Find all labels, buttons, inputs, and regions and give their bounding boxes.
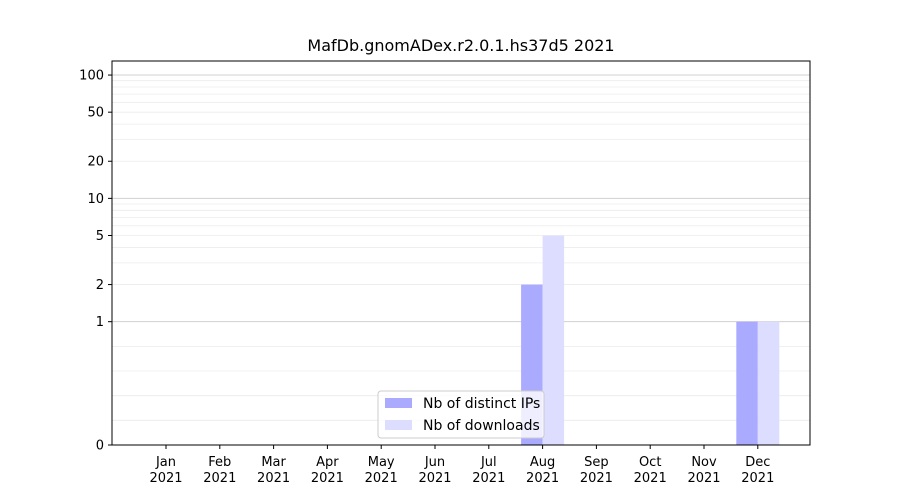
y-tick-label: 20	[87, 155, 104, 170]
x-tick-label-year: 2021	[472, 471, 505, 486]
bar-distinct-ips-dec	[736, 321, 758, 445]
x-tick-label-year: 2021	[418, 471, 451, 486]
y-tick-label: 1	[96, 315, 104, 330]
x-tick-label-month: Feb	[208, 455, 231, 470]
chart-title: MafDb.gnomADex.r2.0.1.hs37d5 2021	[307, 36, 614, 55]
bar-downloads-aug	[542, 235, 565, 445]
x-tick-label-month: Sep	[584, 455, 609, 470]
x-tick-label-year: 2021	[257, 471, 290, 486]
legend-label-downloads: Nb of downloads	[423, 418, 540, 434]
x-tick-label-year: 2021	[741, 471, 774, 486]
legend-swatch-distinct-ips	[385, 398, 412, 408]
y-tick-label: 2	[96, 278, 104, 293]
x-axis: Jan2021Feb2021Mar2021Apr2021May2021Jun20…	[149, 445, 774, 486]
grid-lines	[112, 74, 810, 421]
x-tick-label-month: Mar	[261, 455, 286, 470]
legend-label-distinct-ips: Nb of distinct IPs	[423, 396, 540, 412]
plot-frame	[111, 60, 811, 446]
x-tick-label-year: 2021	[149, 471, 182, 486]
x-tick-label-year: 2021	[526, 471, 559, 486]
x-tick-label-month: May	[368, 455, 395, 470]
x-tick-label-year: 2021	[311, 471, 344, 486]
y-tick-label: 10	[87, 192, 104, 207]
x-tick-label-month: Dec	[745, 455, 770, 470]
x-tick-label-year: 2021	[580, 471, 613, 486]
x-tick-label-month: Jul	[480, 455, 497, 470]
y-tick-label: 50	[87, 106, 104, 121]
bar-downloads-dec	[757, 321, 780, 445]
x-tick-label-month: Nov	[691, 455, 717, 470]
x-tick-label-year: 2021	[687, 471, 720, 486]
legend-swatch-downloads	[385, 420, 412, 430]
x-tick-label-month: Apr	[316, 455, 339, 470]
x-tick-label-month: Oct	[639, 455, 661, 470]
x-tick-label-year: 2021	[634, 471, 667, 486]
x-tick-label-month: Jun	[424, 455, 445, 470]
y-axis: 0 1 2 5 10 20 50 100	[79, 69, 112, 454]
y-tick-label: 0	[96, 439, 104, 454]
y-tick-label: 5	[96, 229, 104, 244]
bars	[521, 235, 780, 445]
x-tick-label-year: 2021	[203, 471, 236, 486]
legend-frame	[377, 390, 545, 439]
legend: Nb of distinct IPs Nb of downloads	[377, 390, 545, 439]
y-tick-label: 100	[79, 69, 104, 84]
x-tick-label-month: Aug	[530, 455, 555, 470]
x-tick-label-year: 2021	[365, 471, 398, 486]
x-tick-label-month: Jan	[155, 455, 176, 470]
